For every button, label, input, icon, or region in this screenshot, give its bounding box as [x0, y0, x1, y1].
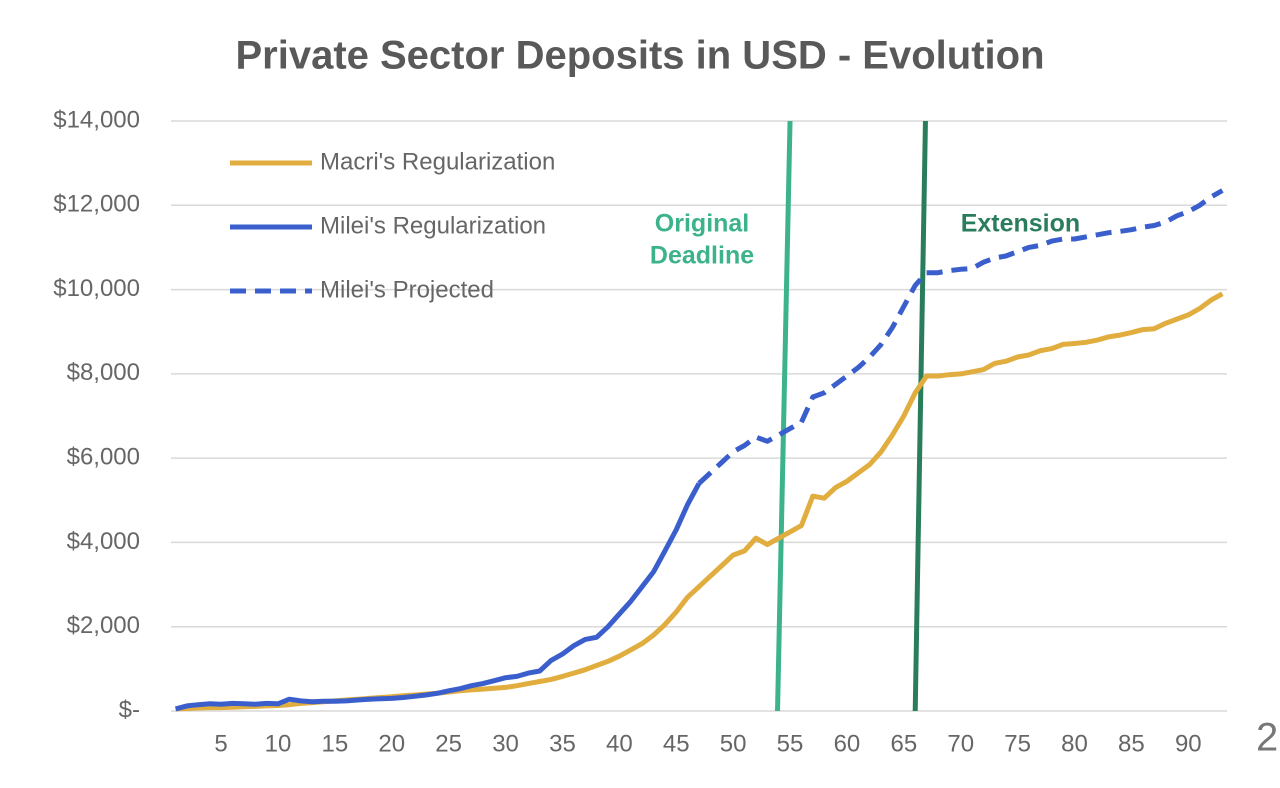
- legend-label: Milei's Projected: [320, 276, 494, 303]
- x-tick-label: 90: [1175, 730, 1202, 757]
- chart-title: Private Sector Deposits in USD - Evoluti…: [235, 34, 1044, 78]
- y-tick-label: $10,000: [53, 275, 140, 302]
- x-tick-label: 25: [435, 730, 462, 757]
- x-tick-label: 45: [663, 730, 690, 757]
- series-line: [174, 482, 702, 712]
- x-tick-label: 40: [606, 730, 633, 757]
- x-tick-label: 35: [549, 730, 576, 757]
- x-tick-label: 65: [890, 730, 917, 757]
- x-tick-label: 5: [214, 730, 227, 757]
- annotation-label: Deadline: [650, 242, 754, 270]
- y-tick-label: $12,000: [53, 191, 140, 218]
- x-tick-label: 50: [720, 730, 747, 757]
- deadline-line: [912, 120, 928, 712]
- x-tick-label: 55: [777, 730, 804, 757]
- annotation-label: Extension: [961, 210, 1080, 238]
- series-line: [175, 291, 1224, 712]
- y-tick-label: $8,000: [67, 359, 140, 386]
- y-tick-label: $4,000: [67, 528, 140, 555]
- x-tick-label: 30: [492, 730, 519, 757]
- x-tick-label: 60: [834, 730, 861, 757]
- series-line: [697, 188, 1224, 486]
- y-tick-label: $-: [119, 696, 140, 723]
- page-number: 2: [1256, 716, 1278, 760]
- legend-label: Macri's Regularization: [320, 148, 555, 175]
- x-tick-label: 70: [947, 730, 974, 757]
- x-tick-label: 75: [1004, 730, 1031, 757]
- x-tick-label: 85: [1118, 730, 1145, 757]
- y-tick-label: $6,000: [67, 443, 140, 470]
- x-tick-label: 20: [378, 730, 405, 757]
- deadline-line: [775, 120, 793, 712]
- x-tick-label: 10: [265, 730, 292, 757]
- x-tick-label: 80: [1061, 730, 1088, 757]
- y-tick-label: $2,000: [67, 612, 140, 639]
- y-tick-label: $14,000: [53, 106, 140, 133]
- legend-label: Milei's Regularization: [320, 212, 546, 239]
- x-tick-label: 15: [322, 730, 349, 757]
- annotation-label: Original: [655, 210, 749, 238]
